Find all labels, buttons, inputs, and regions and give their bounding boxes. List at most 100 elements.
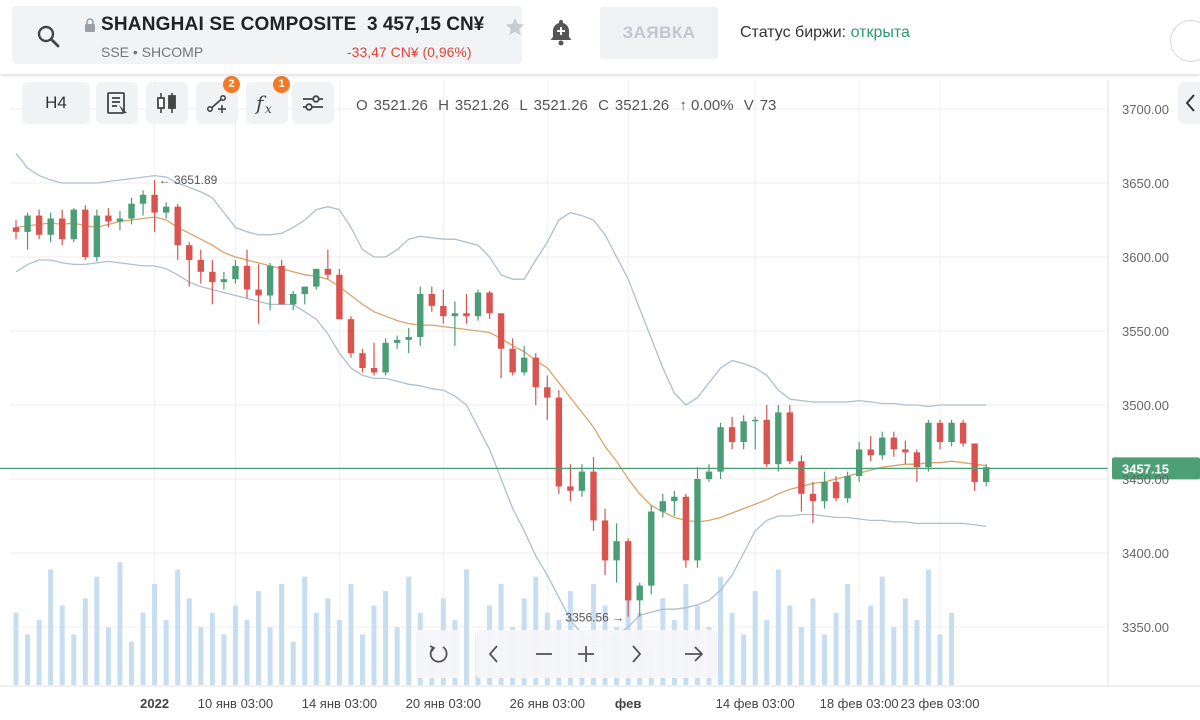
volume-bar [625,562,631,685]
symbol-code: SHCOMP [141,44,204,60]
ticker-meta: SSE • SHCOMP [101,44,203,60]
volume-bar [175,569,181,685]
star-icon[interactable] [504,16,526,38]
candle-down [186,242,193,287]
last-price-label: 3457.15 [1122,461,1169,476]
candle-body [925,422,932,468]
candle-up [925,419,932,472]
candle-up [301,286,308,305]
candle-down [959,419,967,447]
chevron-left-icon [1185,94,1195,112]
drawing-tools-button[interactable]: 2 [196,76,240,124]
volume-bar [94,576,100,685]
indicators-button[interactable]: f x 1 [246,76,290,124]
drawing-tools-icon [206,95,227,113]
candle-body [290,294,297,305]
candle-up [983,464,990,487]
candle-body [855,449,863,477]
candle-body [486,292,493,314]
zoom-out-button[interactable] [522,630,566,678]
reset-chart-button[interactable] [416,630,460,678]
candle-body [544,387,551,398]
candle-body [359,353,366,368]
search-icon[interactable] [36,24,60,48]
price-chart[interactable]: 3457.15 ← 3651.89 3356.56 → 3700.00 3650.00… [0,74,1200,720]
x-tick-label: 18 фев 03:00 [820,696,899,711]
go-to-latest-icon [685,646,704,662]
candle-up [393,335,401,349]
chart-settings-button[interactable] [292,82,334,124]
navigation-group [476,630,718,678]
candle-down [440,289,447,324]
chart-type-button[interactable] [146,82,188,124]
x-tick-label: 14 янв 03:00 [302,696,377,711]
candle-body [197,259,204,272]
zoom-in-button[interactable] [564,630,608,678]
candle-body [128,203,135,219]
order-button[interactable]: ЗАЯВКА [600,7,718,59]
candle-down [59,209,66,246]
side-panel-toggle[interactable] [1178,82,1200,124]
chart-area[interactable]: 3457.15 ← 3651.89 3356.56 → 3700.00 3650.00… [0,74,1200,720]
candle-down [971,443,978,491]
candle-down [243,249,251,299]
volume-bar [822,634,827,685]
candle-body [936,422,944,442]
scroll-right-button[interactable] [614,630,658,678]
volume-bar [406,576,412,685]
ohlc-volume-label: V [743,97,754,114]
go-to-latest-button[interactable] [672,630,716,678]
candle-body [405,336,412,340]
bollinger-upper-line [15,152,987,408]
low-annotation: 3356.56 → [565,610,624,624]
candle-body [336,274,343,320]
alert-bell-icon[interactable] [546,17,576,47]
candle-up [139,190,147,216]
candle-body [12,227,20,232]
instrument-search-card[interactable]: SHANGHAI SE COMPOSITE 3 457,15 CN¥ SSE •… [12,6,525,64]
candle-down [509,338,516,376]
volume-bar [925,569,931,685]
candle-body [47,218,54,235]
candle-body [832,481,840,499]
candlestick-series [12,180,990,617]
candle-body [301,286,308,294]
ohlc-close: 3521.26 [614,97,670,114]
candlestick-type-icon [157,93,176,113]
candle-up [694,467,701,568]
candle-body [890,437,897,450]
svg-text:x: x [265,102,272,115]
ohlc-legend: O 3521.26 H 3521.26 L 3521.26 C 3521.26 ↑ 0.… [356,97,782,114]
exchange-status: Статус биржи: открыта [740,24,910,42]
candle-up [116,211,124,231]
candle-body [174,206,181,246]
timeframe-button[interactable]: H4 [22,82,90,124]
notes-button[interactable] [96,82,138,124]
candle-body [532,357,539,388]
chart-axes: 3700.00 3650.00 3600.00 3550.00 3500.00 3450.… [0,80,1200,711]
lock-icon [85,18,95,32]
candle-body [740,421,747,442]
scroll-left-button[interactable] [472,630,516,678]
candle-up [474,289,482,321]
chart-navigation [416,630,718,678]
candle-down [486,291,493,320]
exchange-code: SSE [101,44,130,60]
volume-bar [856,620,862,685]
candle-body [601,520,609,561]
candle-body [509,348,516,373]
candle-body [35,215,43,235]
candle-up [451,301,459,346]
candle-body [752,419,759,422]
candle-body [705,471,713,479]
candle-up [671,490,678,516]
volume-bar [209,612,215,685]
volume-bar [383,591,389,685]
profile-button[interactable] [1170,20,1200,62]
candle-up [313,268,320,290]
candle-down [728,416,736,450]
volume-bar [891,627,897,685]
volume-bar [13,612,19,685]
candle-body [209,271,216,283]
candle-up [521,345,528,376]
